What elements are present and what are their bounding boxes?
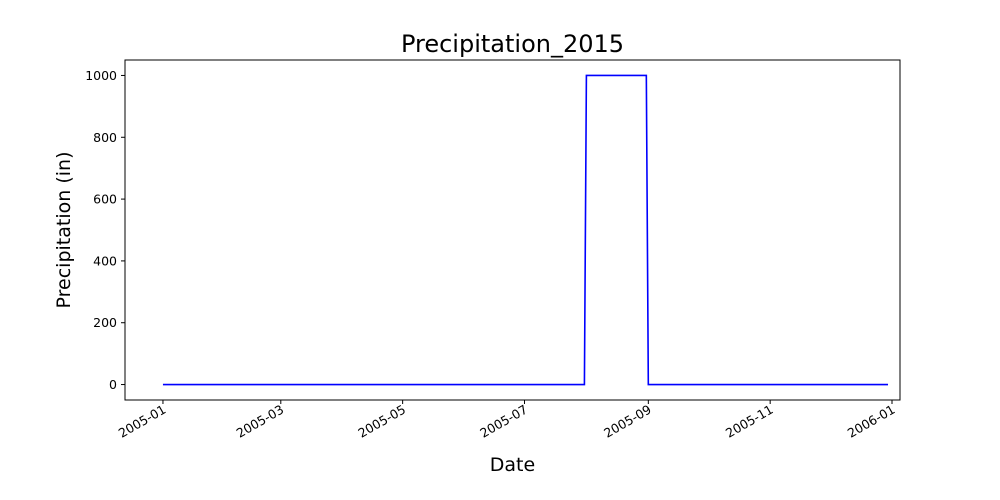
- chart-title: Precipitation_2015: [401, 30, 624, 58]
- x-tick-label: 2005-09: [601, 402, 654, 441]
- x-tick-label: 2005-03: [234, 402, 287, 441]
- x-axis: 2005-01 2005-03 2005-05 2005-07 2005-09 2005-…: [116, 400, 898, 441]
- y-tick-label: 1000: [85, 68, 117, 83]
- y-tick-label: 800: [93, 130, 117, 145]
- x-tick-label: 2005-01: [116, 402, 169, 441]
- y-tick-label: 0: [109, 377, 117, 392]
- y-axis-label: Precipitation (in): [53, 152, 75, 309]
- x-tick-label: 2006-01: [845, 402, 898, 441]
- y-tick-label: 400: [93, 253, 117, 268]
- plot-area: [162, 74, 889, 386]
- x-axis-label: Date: [490, 454, 535, 476]
- x-tick-label: 2005-05: [355, 402, 408, 441]
- y-tick-label: 200: [93, 315, 117, 330]
- x-tick-label: 2005-07: [477, 402, 530, 441]
- y-axis: 0 200 400 600 800 1000: [85, 68, 125, 392]
- x-tick-label: 2005-11: [723, 402, 776, 441]
- y-tick-label: 600: [93, 192, 117, 207]
- series-line: [162, 74, 889, 386]
- plot-frame: [124, 59, 901, 401]
